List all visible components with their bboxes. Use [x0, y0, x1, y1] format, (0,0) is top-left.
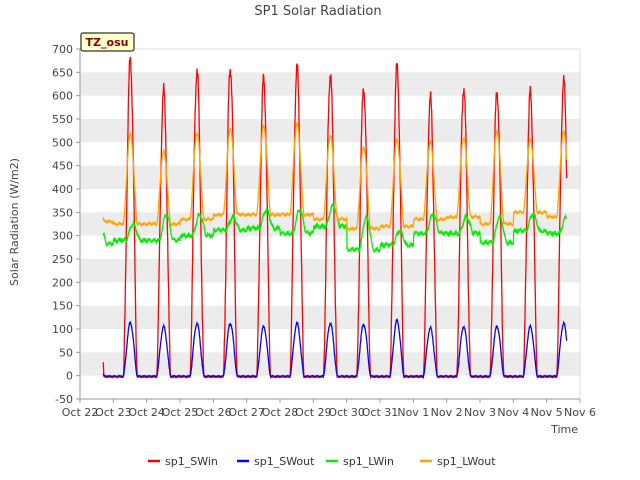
axes [76, 48, 581, 403]
x-tick-label: Nov 3 [464, 406, 496, 419]
x-tick-label: Nov 6 [564, 406, 596, 419]
y-axis-title: Solar Radiation (W/m2) [8, 158, 21, 286]
legend-entry-sp1_SWout: sp1_SWout [237, 455, 315, 468]
y-tick-label: 550 [52, 113, 73, 126]
chart-title: SP1 Solar Radiation [254, 4, 381, 19]
x-tick-label: Nov 1 [397, 406, 429, 419]
x-tick-label: Oct 23 [95, 406, 132, 419]
legend-label: sp1_SWout [254, 455, 315, 468]
series-line-sp1_LWin [102, 202, 568, 254]
y-tick-label: -50 [55, 393, 73, 406]
x-axis-title: Time [550, 423, 578, 436]
x-tick-label: Oct 28 [262, 406, 299, 419]
x-tick-label: Oct 27 [228, 406, 265, 419]
y-tick-label: 100 [52, 323, 73, 336]
y-tick-label: 200 [52, 276, 73, 289]
y-tick-label: 350 [52, 206, 73, 219]
y-tick-label: 700 [52, 43, 73, 56]
x-tick-label: Oct 24 [128, 406, 165, 419]
series-line-sp1_SWout [102, 318, 568, 379]
x-tick-label: Nov 5 [531, 406, 563, 419]
y-tick-label: 500 [52, 136, 73, 149]
y-tick-labels: -50 0 50 100 150 200 250 300 350 400 450 500 550 600 6… [52, 43, 73, 406]
legend-entry-sp1_SWin: sp1_SWin [148, 455, 218, 468]
legend-entry-sp1_LWin: sp1_LWin [326, 455, 394, 468]
x-tick-label: Nov 4 [497, 406, 529, 419]
y-tick-label: 150 [52, 300, 73, 313]
y-tick-label: 400 [52, 183, 73, 196]
plot-lines [102, 56, 568, 380]
grid-band [80, 305, 580, 329]
y-tick-label: 300 [52, 230, 73, 243]
y-tick-label: 650 [52, 66, 73, 79]
series-line-sp1_LWout [102, 122, 568, 232]
y-tick-label: 600 [52, 90, 73, 103]
x-tick-label: Oct 29 [295, 406, 332, 419]
legend-label: sp1_SWin [165, 455, 218, 468]
site-badge: TZ_osu [80, 32, 135, 52]
x-tick-label: Oct 30 [328, 406, 365, 419]
legend-label: sp1_LWin [343, 455, 394, 468]
legend-entry-sp1_LWout: sp1_LWout [420, 455, 496, 468]
x-tick-label: Oct 26 [195, 406, 232, 419]
grid-band [80, 352, 580, 376]
y-tick-label: 250 [52, 253, 73, 266]
x-tick-label: Oct 22 [62, 406, 99, 419]
y-tick-label: 50 [59, 346, 73, 359]
grid-band [80, 165, 580, 189]
x-tick-label: Nov 2 [431, 406, 463, 419]
site-badge-box [80, 32, 135, 52]
y-tick-label: 0 [66, 370, 73, 383]
y-tick-label: 450 [52, 160, 73, 173]
legend-label: sp1_LWout [437, 455, 496, 468]
grid-band [80, 259, 580, 283]
site-badge-label: TZ_osu [86, 36, 129, 49]
grid-band [80, 119, 580, 143]
series-line-sp1_SWin [102, 56, 568, 380]
x-tick-label: Oct 25 [162, 406, 199, 419]
legend: sp1_SWin sp1_SWout sp1_LWin sp1_LWout [148, 455, 496, 468]
x-tick-label: Oct 31 [362, 406, 399, 419]
